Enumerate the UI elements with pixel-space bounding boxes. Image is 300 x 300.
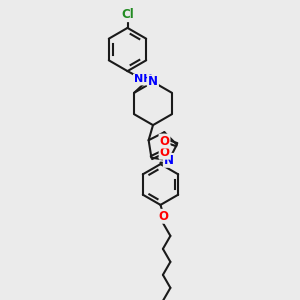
Text: O: O: [158, 210, 168, 223]
Text: NH: NH: [134, 74, 152, 85]
Text: Cl: Cl: [121, 8, 134, 21]
Text: O: O: [160, 135, 170, 148]
Text: O: O: [160, 146, 170, 159]
Text: N: N: [164, 154, 174, 167]
Text: N: N: [148, 75, 158, 88]
